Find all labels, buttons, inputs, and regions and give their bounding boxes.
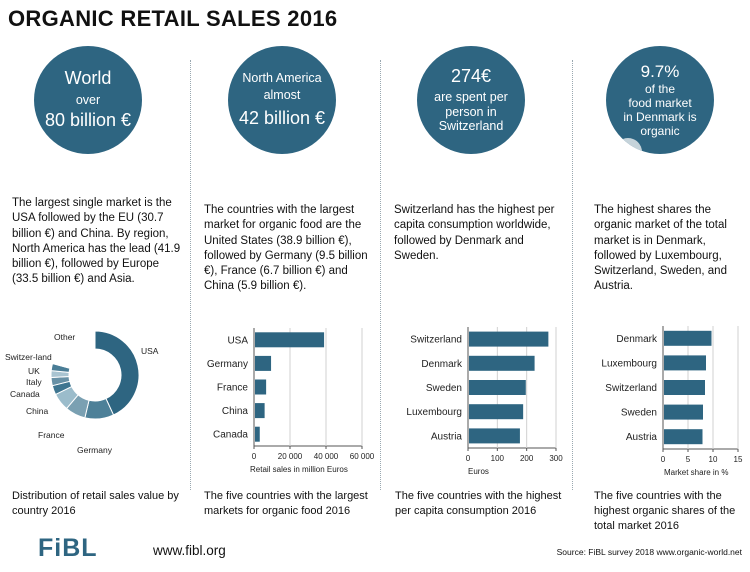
category-label: Denmark [421, 359, 463, 370]
x-axis-label: Euros [468, 467, 489, 476]
category-label: Switzerland [605, 383, 657, 394]
circle-line: Switzerland [438, 119, 504, 134]
denmark-share-circle: 9.7% of the food market in Denmark is or… [606, 46, 714, 154]
x-tick-label: 20 000 [278, 452, 303, 461]
column-divider [190, 60, 191, 490]
fibl-logo: FiBL [38, 534, 98, 562]
circle-line: 9.7% [640, 61, 680, 81]
category-label: Sweden [426, 383, 462, 394]
bar [469, 331, 549, 347]
category-label: Switzerland [410, 335, 462, 346]
category-label: Denmark [616, 334, 658, 345]
x-tick-label: 100 [491, 454, 505, 463]
world-description: The largest single market is the USA fol… [12, 197, 181, 286]
website-link[interactable]: www.fibl.org [153, 543, 226, 558]
circle-line: over [75, 92, 101, 107]
category-label: USA [227, 335, 248, 346]
pie-label: Other [54, 332, 75, 342]
pie-label: Italy [26, 377, 42, 387]
market-share-caption: The five countries with the highest orga… [594, 490, 736, 532]
bar [255, 403, 265, 419]
highlight-bubble [614, 138, 642, 154]
bar [255, 379, 267, 395]
pie-caption: Distribution of retail sales value by co… [12, 490, 179, 517]
per-capita-caption: The five countries with the highest per … [395, 490, 562, 517]
circle-line: 42 billion € [238, 108, 326, 129]
x-tick-label: 15 [734, 455, 743, 464]
pie-label: USA [141, 346, 159, 356]
source-note: Source: FiBL survey 2018 www.organic-wor… [556, 547, 742, 557]
x-tick-label: 0 [252, 452, 257, 461]
x-tick-label: 0 [661, 455, 666, 464]
bar [255, 426, 260, 442]
circle-line: of the [644, 81, 676, 96]
column-divider [380, 60, 381, 490]
pie-label: France [38, 430, 65, 440]
bar [664, 429, 703, 445]
category-label: France [217, 383, 249, 394]
circle-line: food market [628, 95, 692, 110]
pie-label: UK [28, 366, 40, 376]
circle-line: 80 billion € [44, 110, 132, 131]
bar [664, 355, 706, 371]
largest-markets-chart: 0 20 000 40 000 60 000 USA Germany France China… [207, 328, 375, 474]
category-label: China [222, 406, 249, 417]
page-title: ORGANIC RETAIL SALES 2016 [8, 6, 338, 31]
circle-line: in Denmark is [623, 110, 697, 125]
pie-label: Germany [77, 445, 113, 455]
column-divider [572, 60, 573, 490]
north-america-description: The countries with the largest market fo… [204, 204, 368, 293]
circle-line: North America [242, 70, 322, 85]
category-label: Austria [431, 431, 463, 442]
circle-line: organic [640, 124, 680, 139]
pie-label: Switzer-land [5, 352, 52, 362]
x-tick-label: 0 [466, 454, 471, 463]
per-capita-chart: 0 100 200 300 Switzerland Denmark Sweden Luxemb… [406, 327, 563, 476]
pie-label: Canada [10, 389, 40, 399]
pie-slice [94, 330, 140, 416]
x-axis-label: Market share in % [664, 468, 728, 477]
bar [469, 355, 535, 371]
north-america-circle: North America almost 42 billion € [228, 46, 336, 154]
switzerland-description: Switzerland has the highest per capita c… [394, 204, 555, 262]
category-label: Austria [626, 432, 658, 443]
bar [469, 380, 526, 395]
pie-slice [51, 330, 96, 369]
circle-line: are spent per [434, 89, 508, 104]
bar [664, 404, 703, 420]
market-share-chart: 0 5 10 15 Denmark Luxembourg Switzerland Sweden… [601, 326, 743, 477]
pie-label: China [26, 406, 48, 416]
x-tick-label: 40 000 [314, 452, 339, 461]
x-tick-label: 200 [520, 454, 534, 463]
bar [255, 355, 272, 371]
circle-line: 274€ [450, 65, 492, 86]
denmark-description: The highest shares the organic market of… [594, 204, 727, 293]
category-label: Luxembourg [406, 407, 462, 418]
x-tick-label: 60 000 [350, 452, 375, 461]
world-sales-circle: World over 80 billion € [34, 46, 142, 154]
largest-markets-caption: The five countries with the largest mark… [204, 490, 368, 517]
bar [469, 404, 524, 420]
category-label: Canada [213, 430, 248, 441]
x-tick-label: 300 [549, 454, 563, 463]
bar [664, 380, 705, 395]
x-tick-label: 10 [709, 455, 718, 464]
circle-line: almost [263, 88, 301, 103]
x-tick-label: 5 [686, 455, 691, 464]
bar [664, 330, 712, 346]
x-axis-label: Retail sales in million Euros [250, 465, 348, 474]
category-label: Sweden [621, 408, 657, 419]
category-label: Luxembourg [601, 358, 657, 369]
switzerland-per-capita-circle: 274€ are spent per person in Switzerland [417, 46, 525, 154]
category-label: Germany [207, 359, 248, 370]
bar [469, 428, 520, 444]
circle-line: person in [445, 104, 497, 119]
bar [255, 332, 325, 348]
circle-line: World [64, 68, 112, 89]
